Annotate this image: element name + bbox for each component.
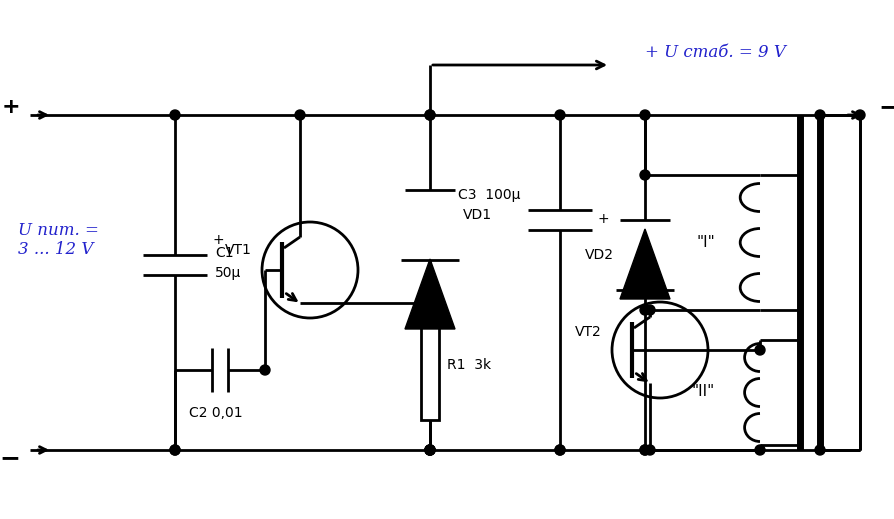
Circle shape — [260, 365, 270, 375]
Text: + U стаб. = 9 V: + U стаб. = 9 V — [645, 44, 785, 61]
Circle shape — [639, 170, 649, 180]
Circle shape — [755, 445, 764, 455]
Text: C1: C1 — [215, 246, 233, 260]
Text: U пит. =
3 ... 12 V: U пит. = 3 ... 12 V — [18, 222, 98, 258]
Text: R1  3k: R1 3k — [446, 358, 491, 372]
Circle shape — [170, 445, 180, 455]
Circle shape — [425, 110, 434, 120]
Circle shape — [639, 110, 649, 120]
FancyBboxPatch shape — [420, 310, 439, 420]
Circle shape — [170, 110, 180, 120]
Polygon shape — [405, 259, 454, 329]
Circle shape — [425, 445, 434, 455]
Text: VD1: VD1 — [462, 208, 492, 222]
Text: +: + — [2, 97, 20, 117]
Circle shape — [755, 345, 764, 355]
Circle shape — [425, 445, 434, 455]
Text: +: + — [213, 233, 224, 247]
Text: C2 0,01: C2 0,01 — [189, 406, 242, 420]
Circle shape — [645, 305, 654, 315]
Circle shape — [814, 445, 824, 455]
Circle shape — [854, 110, 864, 120]
Polygon shape — [620, 229, 670, 299]
Circle shape — [554, 445, 564, 455]
Text: C3  100µ: C3 100µ — [457, 188, 519, 202]
Text: VT2: VT2 — [575, 325, 602, 339]
Circle shape — [639, 305, 649, 315]
Circle shape — [295, 110, 305, 120]
Text: "II": "II" — [691, 385, 714, 400]
Text: −: − — [0, 446, 20, 470]
Text: VT1: VT1 — [225, 243, 252, 257]
Circle shape — [554, 110, 564, 120]
Circle shape — [425, 445, 434, 455]
Circle shape — [425, 445, 434, 455]
Text: "I": "I" — [696, 235, 714, 250]
Circle shape — [170, 445, 180, 455]
Circle shape — [814, 110, 824, 120]
Text: +: + — [597, 212, 609, 226]
Circle shape — [425, 110, 434, 120]
Circle shape — [639, 445, 649, 455]
Circle shape — [554, 445, 564, 455]
Circle shape — [645, 445, 654, 455]
Text: 50µ: 50µ — [215, 266, 241, 280]
Circle shape — [639, 445, 649, 455]
Text: −: − — [877, 95, 894, 119]
Text: VD2: VD2 — [585, 248, 613, 262]
